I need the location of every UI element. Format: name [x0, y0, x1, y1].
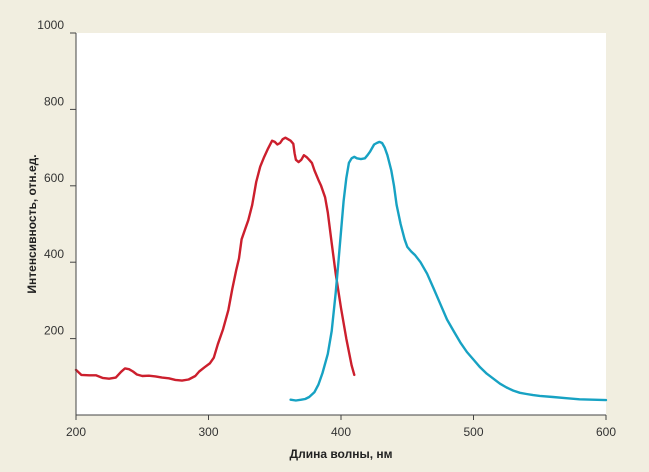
x-axis-title: Длина волны, нм [290, 447, 393, 461]
y-tick-label: 600 [44, 171, 64, 185]
excitation-series-line [74, 136, 356, 382]
y-axis-title: Интенсивность, отн.ед. [25, 154, 39, 293]
x-tick-label: 400 [331, 425, 351, 439]
x-tick-label: 600 [596, 425, 616, 439]
y-tick-label: 200 [44, 324, 64, 338]
x-tick-label: 300 [198, 425, 218, 439]
y-tick-label: 800 [44, 94, 64, 108]
series-layer [74, 136, 608, 402]
x-tick-label: 200 [66, 425, 86, 439]
x-tick-label: 500 [463, 425, 483, 439]
y-tick-label: 400 [44, 247, 64, 261]
axes-layer: 200 300 400 500 600 200 400 600 800 1000 [37, 18, 616, 439]
emission-series-line [289, 140, 608, 402]
y-tick-label: 1000 [37, 18, 64, 32]
